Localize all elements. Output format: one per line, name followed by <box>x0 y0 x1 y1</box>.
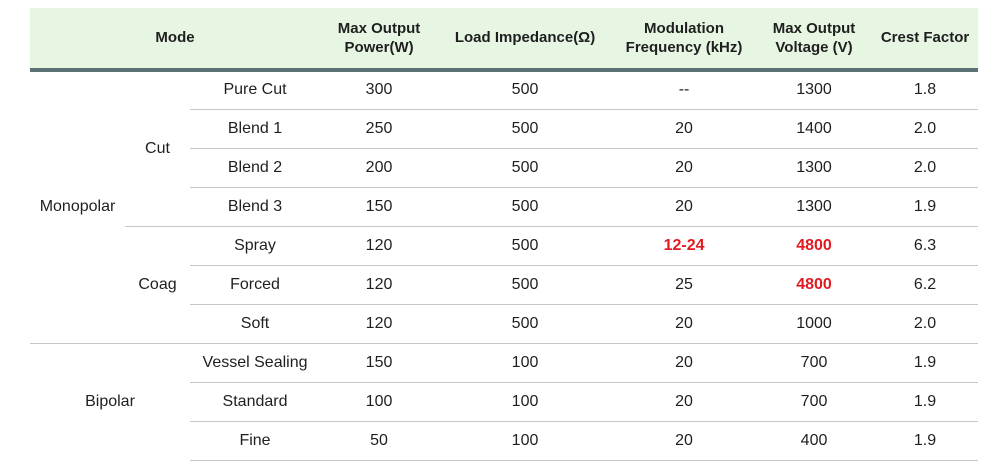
table-row-spray: Coag Spray 120 500 12-24 4800 6.3 <box>30 225 979 343</box>
mode-cell: Standard <box>190 381 321 421</box>
value-cell-power: 250 <box>320 108 439 148</box>
value-cell-impedance: 100 <box>438 420 613 461</box>
value-cell-power: 120 <box>320 225 439 265</box>
table-body: Monopolar Cut Pure Cut 300 500 -- 1300 1… <box>30 70 979 461</box>
value-cell-voltage: 700 <box>756 342 873 382</box>
value-cell-frequency: 12-24 <box>612 225 757 265</box>
mode-cell: Vessel Sealing <box>190 342 321 382</box>
header-row: Mode Max Output Power(W) Load Impedance(… <box>30 8 979 72</box>
table-row-vessel-sealing: Bipolar Vessel Sealing 150 100 20 700 1.… <box>30 342 979 460</box>
mode-cell: Soft <box>190 303 321 343</box>
value-cell-impedance: 500 <box>438 225 613 265</box>
column-header-max-output-voltage: Max Output Voltage (V) <box>756 8 873 72</box>
value-cell-impedance: 500 <box>438 147 613 187</box>
value-cell-impedance: 500 <box>438 264 613 304</box>
value-cell-voltage: 700 <box>756 381 873 421</box>
table-row-fine: Fine 50 100 20 400 1.9 <box>30 420 979 461</box>
mode-cell: Fine <box>190 420 321 461</box>
value-cell-frequency: 20 <box>612 381 757 421</box>
column-header-modulation-frequency: Modulation Frequency (kHz) <box>612 8 757 72</box>
value-cell-crest-factor: 1.9 <box>872 342 979 382</box>
value-cell-voltage: 1300 <box>756 147 873 187</box>
group-cell-monopolar: Monopolar <box>39 198 116 216</box>
table-row-pure-cut: Monopolar Cut Pure Cut 300 500 -- 1300 1… <box>30 70 978 215</box>
value-cell-power: 150 <box>320 186 439 226</box>
value-cell-voltage: 4800 <box>756 264 873 304</box>
electrosurgical-spec-table: Mode Max Output Power(W) Load Impedance(… <box>30 8 979 461</box>
group-cell-bipolar: Bipolar <box>30 342 190 460</box>
value-cell-crest-factor: 2.0 <box>872 303 979 343</box>
value-cell-power: 120 <box>320 264 439 304</box>
value-cell-frequency: -- <box>678 81 690 99</box>
value-cell-impedance: 500 <box>438 108 613 148</box>
value-cell-frequency: 20 <box>612 420 757 461</box>
value-cell-crest-factor: 1.9 <box>872 420 979 461</box>
value-cell-impedance: 100 <box>438 342 613 382</box>
column-header-mode: Mode <box>30 8 321 72</box>
value-cell-crest-factor: 1.8 <box>913 81 937 99</box>
table-row-blend-2: Blend 2 200 500 20 1300 2.0 <box>30 147 979 187</box>
value-cell-crest-factor: 2.0 <box>872 108 979 148</box>
value-cell-voltage: 1300 <box>756 186 873 226</box>
value-cell-crest-factor: 6.3 <box>872 225 979 265</box>
mode-cell: Blend 1 <box>190 108 321 148</box>
value-cell-voltage: 1400 <box>756 108 873 148</box>
value-cell-impedance: 500 <box>438 303 613 343</box>
mode-cell: Blend 3 <box>190 186 321 226</box>
value-cell-voltage: 400 <box>756 420 873 461</box>
table-row-blend-3: Blend 3 150 500 20 1300 1.9 <box>30 186 979 226</box>
table-row-forced: Forced 120 500 25 4800 6.2 <box>30 264 979 304</box>
value-cell-voltage: 4800 <box>756 225 873 265</box>
subgroup-cell-coag: Coag <box>125 225 190 343</box>
value-cell-voltage: 1300 <box>796 81 832 99</box>
mode-cell: Forced <box>190 264 321 304</box>
value-cell-impedance: 100 <box>438 381 613 421</box>
value-cell-crest-factor: 2.0 <box>872 147 979 187</box>
column-header-load-impedance: Load Impedance(Ω) <box>438 8 613 72</box>
table-row-blend-1: Blend 1 250 500 20 1400 2.0 <box>30 108 979 148</box>
value-cell-power: 120 <box>320 303 439 343</box>
value-cell-impedance: 500 <box>511 81 539 99</box>
value-cell-crest-factor: 1.9 <box>872 381 979 421</box>
value-cell-power: 200 <box>320 147 439 187</box>
subgroup-cell-cut: Cut <box>145 139 170 157</box>
value-cell-frequency: 20 <box>612 147 757 187</box>
value-cell-power: 150 <box>320 342 439 382</box>
value-cell-crest-factor: 6.2 <box>872 264 979 304</box>
value-cell-crest-factor: 1.9 <box>872 186 979 226</box>
mode-cell: Blend 2 <box>190 147 321 187</box>
column-header-max-output-power: Max Output Power(W) <box>320 8 439 72</box>
value-cell-frequency: 20 <box>612 303 757 343</box>
value-cell-frequency: 20 <box>612 342 757 382</box>
value-cell-frequency: 20 <box>612 186 757 226</box>
column-header-crest-factor: Crest Factor <box>872 8 979 72</box>
table-row-soft: Soft 120 500 20 1000 2.0 <box>30 303 979 343</box>
value-cell-frequency: 25 <box>612 264 757 304</box>
value-cell-voltage: 1000 <box>756 303 873 343</box>
value-cell-power: 100 <box>320 381 439 421</box>
value-cell-impedance: 500 <box>438 186 613 226</box>
value-cell-frequency: 20 <box>612 108 757 148</box>
value-cell-power: 300 <box>365 81 393 99</box>
mode-cell: Pure Cut <box>223 81 287 99</box>
table-row-standard: Standard 100 100 20 700 1.9 <box>30 381 979 421</box>
mode-cell: Spray <box>190 225 321 265</box>
value-cell-power: 50 <box>320 420 439 461</box>
table-header: Mode Max Output Power(W) Load Impedance(… <box>30 8 979 72</box>
